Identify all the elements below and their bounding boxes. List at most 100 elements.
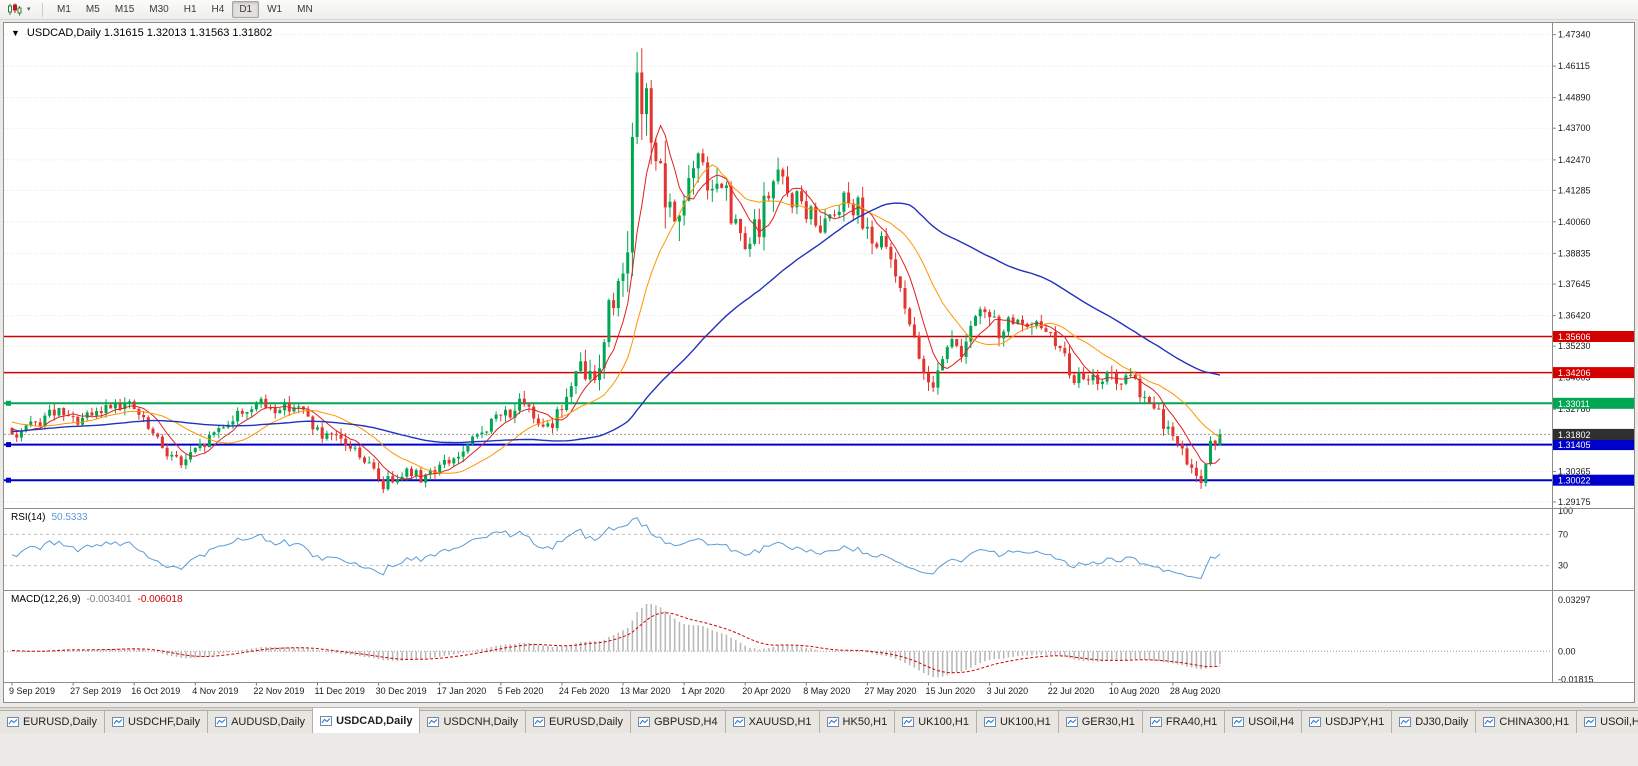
chart-window: 1.47340 1.46115 1.44890 1.43700 1.42470 1.412… — [3, 22, 1635, 703]
chart-tab-17-usoil-h1[interactable]: USOil,H1 — [1576, 710, 1638, 733]
top-toolbar: ▾ M1 M5 M15 M30 H1 H4 D1 W1 MN — [0, 0, 1638, 20]
chart-tab-7-xauusd-h1[interactable]: XAUUSD,H1 — [724, 710, 820, 733]
tab-label: GER30,H1 — [1081, 716, 1135, 728]
chart-tab-6-gbpusd-h4[interactable]: GBPUSD,H4 — [630, 710, 726, 733]
svg-text:15 Jun 2020: 15 Jun 2020 — [926, 686, 976, 696]
macd-panel — [4, 604, 1552, 678]
svg-text:10 Aug 2020: 10 Aug 2020 — [1109, 686, 1160, 696]
mini-chart-icon — [1483, 717, 1496, 727]
mini-chart-icon — [1309, 717, 1322, 727]
svg-text:20 Apr 2020: 20 Apr 2020 — [742, 686, 791, 696]
chart-type-dropdown-arrow[interactable]: ▾ — [27, 5, 31, 13]
svg-text:1.47340: 1.47340 — [1558, 30, 1591, 40]
moving-averages-layer — [11, 124, 1221, 480]
timeframe-button-w1[interactable]: W1 — [267, 4, 283, 15]
timeframe-button-m1[interactable]: M1 — [57, 4, 71, 15]
current-price-label: 1.31802 — [1553, 428, 1634, 440]
chart-tab-3-usdcad-daily[interactable]: USDCAD,Daily — [312, 708, 421, 733]
chart-tab-16-china300-h1[interactable]: CHINA300,H1 — [1475, 710, 1578, 733]
chart-tab-5-eurusd-daily[interactable]: EURUSD,Daily — [525, 710, 631, 733]
mini-chart-icon — [638, 717, 650, 727]
svg-text:1.30022: 1.30022 — [1558, 476, 1591, 486]
svg-text:22 Jul 2020: 22 Jul 2020 — [1048, 686, 1095, 696]
timeframe-button-m15[interactable]: M15 — [114, 4, 135, 15]
tab-label: EURUSD,Daily — [549, 716, 623, 728]
date-axis[interactable]: 9 Sep 2019 27 Sep 2019 16 Oct 2019 4 Nov 20… — [9, 682, 1221, 697]
svg-text:27 Sep 2019: 27 Sep 2019 — [70, 686, 121, 696]
chart-tab-8-hk50-h1[interactable]: HK50,H1 — [818, 710, 896, 733]
svg-text:0.03297: 0.03297 — [1558, 595, 1591, 605]
mini-chart-icon — [1149, 717, 1162, 727]
chart-tab-0-eurusd-daily[interactable]: EURUSD,Daily — [0, 710, 105, 733]
timeframe-button-h1[interactable]: H1 — [183, 4, 197, 15]
svg-text:1.33011: 1.33011 — [1558, 399, 1590, 409]
price-axis[interactable]: 1.47340 1.46115 1.44890 1.43700 1.42470 1.412… — [1552, 30, 1635, 685]
one-click-trading-arrow[interactable]: ▼ — [11, 27, 20, 38]
timeframe-button-mn[interactable]: MN — [297, 4, 313, 15]
mini-chart-icon — [826, 717, 839, 727]
chart-tab-1-usdchf-daily[interactable]: USDCHF,Daily — [103, 710, 209, 733]
tab-label: USDCNH,Daily — [443, 716, 519, 728]
chart-tab-2-audusd-daily[interactable]: AUDUSD,Daily — [207, 710, 314, 733]
timeframe-button-m5[interactable]: M5 — [85, 4, 100, 15]
chart-tabs-bar: EURUSD,Daily USDCHF,Daily AUDUSD,Daily USDC… — [0, 707, 1638, 733]
chart-tool-icon[interactable] — [4, 2, 24, 18]
chart-tab-4-usdcnh-daily[interactable]: USDCNH,Daily — [419, 710, 527, 733]
timeframe-button-h4[interactable]: H4 — [211, 4, 225, 15]
tab-label: USOil,H4 — [1248, 716, 1295, 728]
hline-marker[interactable] — [6, 442, 11, 448]
svg-text:27 May 2020: 27 May 2020 — [864, 686, 916, 696]
mini-chart-icon — [1065, 717, 1078, 727]
chart-tab-14-usdjpy-h1[interactable]: USDJPY,H1 — [1301, 710, 1393, 733]
svg-text:1.41285: 1.41285 — [1558, 185, 1591, 195]
mini-chart-icon — [902, 717, 915, 727]
svg-text:1.38835: 1.38835 — [1558, 248, 1591, 258]
svg-text:16 Oct 2019: 16 Oct 2019 — [131, 686, 180, 696]
rsi-line — [11, 517, 1221, 580]
mini-chart-icon — [1232, 717, 1245, 727]
tab-label: USDCAD,Daily — [336, 714, 413, 727]
svg-text:1.44890: 1.44890 — [1558, 93, 1591, 103]
chart-tab-12-fra40-h1[interactable]: FRA40,H1 — [1141, 710, 1226, 733]
mini-chart-icon — [7, 717, 19, 727]
tab-label: UK100,H1 — [999, 716, 1051, 728]
timeframe-button-m30[interactable]: M30 — [149, 4, 169, 15]
tab-label: FRA40,H1 — [1165, 716, 1218, 728]
svg-text:-0.01815: -0.01815 — [1558, 675, 1594, 685]
chart-tab-9-uk100-h1[interactable]: UK100,H1 — [894, 710, 977, 733]
macd-signal-line — [11, 612, 1220, 674]
svg-text:30 Dec 2019: 30 Dec 2019 — [376, 686, 427, 696]
svg-text:1.35606: 1.35606 — [1558, 332, 1591, 342]
macd-name: MACD(12,26,9) — [11, 594, 81, 605]
mini-chart-icon — [320, 715, 333, 726]
ma-line-slow — [11, 202, 1221, 444]
chart-tab-13-usoil-h4[interactable]: USOil,H4 — [1224, 710, 1303, 733]
svg-text:28 Aug 2020: 28 Aug 2020 — [1170, 686, 1221, 696]
tab-label: AUDUSD,Daily — [231, 716, 306, 728]
chart-title-text: USDCAD,Daily 1.31615 1.32013 1.31563 1.3… — [26, 27, 273, 39]
hline-marker[interactable] — [6, 477, 11, 483]
macd-main-value: -0.003401 — [86, 594, 132, 605]
chart-tab-10-uk100-h1[interactable]: UK100,H1 — [975, 710, 1059, 733]
svg-text:100: 100 — [1558, 506, 1573, 516]
rsi-value: 50.5333 — [51, 512, 88, 523]
timeframe-button-d1[interactable]: D1 — [232, 1, 260, 18]
mini-chart-icon — [533, 717, 546, 727]
price-label-1.34206: 1.34206 — [1553, 367, 1634, 379]
tab-label: USDCHF,Daily — [127, 716, 201, 728]
svg-text:9 Sep 2019: 9 Sep 2019 — [9, 686, 55, 696]
svg-text:1.43700: 1.43700 — [1558, 123, 1591, 133]
chart-title-bar: ▼ USDCAD,Daily 1.31615 1.32013 1.31563 1… — [11, 27, 272, 39]
svg-text:3 Jul 2020: 3 Jul 2020 — [987, 686, 1029, 696]
svg-text:1 Apr 2020: 1 Apr 2020 — [681, 686, 725, 696]
chart-tab-11-ger30-h1[interactable]: GER30,H1 — [1057, 710, 1143, 733]
tab-label: EURUSD,Daily — [23, 716, 97, 728]
price-label-1.33011: 1.33011 — [1553, 397, 1634, 409]
ma-line-fast — [11, 124, 1221, 480]
hline-marker[interactable] — [6, 400, 11, 406]
chart-tab-15-dj30-daily[interactable]: DJ30,Daily — [1391, 710, 1477, 733]
mini-chart-icon — [732, 717, 745, 727]
svg-text:1.40060: 1.40060 — [1558, 217, 1591, 227]
price-chart-canvas[interactable]: 1.47340 1.46115 1.44890 1.43700 1.42470 1.412… — [4, 23, 1634, 702]
svg-text:1.34206: 1.34206 — [1558, 368, 1591, 378]
